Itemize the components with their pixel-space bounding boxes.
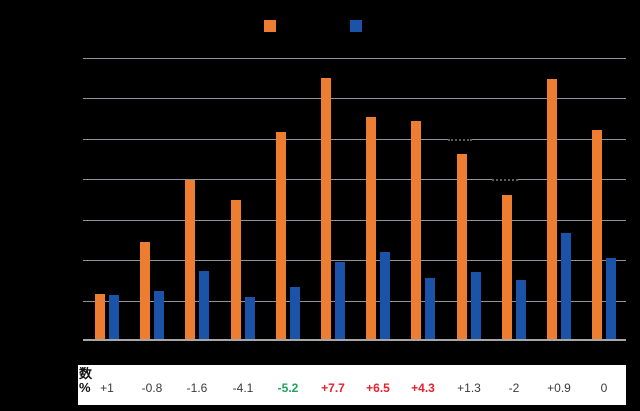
x-axis-line: [83, 339, 626, 341]
hidden-label-remnant: [492, 175, 518, 185]
table-cell-3: -1.6: [186, 381, 208, 395]
bar-blue-1: [109, 295, 119, 339]
legend-swatch-blue-icon: [350, 20, 362, 32]
table-cell-4: -4.1: [232, 381, 254, 395]
bar-blue-11: [561, 233, 571, 339]
bar-orange-3: [185, 180, 196, 339]
bar-blue-3: [199, 271, 210, 339]
table-cell-1: +1: [100, 381, 114, 395]
bar-orange-8: [411, 121, 422, 339]
bar-orange-12: [592, 130, 603, 339]
gridline: [83, 220, 626, 221]
bar-orange-4: [230, 200, 241, 339]
bar-blue-2: [154, 291, 165, 339]
table-cell-12: 0: [600, 381, 608, 395]
bar-orange-10: [501, 195, 512, 339]
gridline: [83, 98, 626, 99]
table-row-header-line2: %: [79, 380, 91, 395]
bar-orange-7: [366, 117, 377, 339]
data-table-strip: 数 % +1 -0.8 -1.6 -4.1 -5.2 +7.7 +6.5 +4.3 +1.3 -2…: [78, 365, 626, 405]
bar-orange-2: [140, 242, 151, 339]
gridline: [83, 260, 626, 261]
hidden-label-remnant: [448, 135, 472, 145]
bar-blue-5: [289, 287, 300, 339]
bar-blue-12: [606, 258, 617, 339]
table-cell-6: +7.7: [321, 381, 345, 395]
table-cell-10: -2: [508, 381, 520, 395]
bar-blue-10: [515, 280, 526, 339]
bar-orange-9: [456, 154, 467, 339]
bar-blue-6: [335, 262, 345, 339]
plot-area: [83, 58, 626, 341]
gridline: [83, 179, 626, 180]
gridline: [83, 139, 626, 140]
table-row-header-line1: 数: [79, 367, 93, 381]
table-cell-8: +4.3: [411, 381, 435, 395]
bar-orange-1: [95, 294, 105, 339]
bar-orange-11: [547, 79, 557, 339]
bar-orange-6: [321, 78, 331, 339]
table-cell-9: +1.3: [457, 381, 481, 395]
bar-blue-4: [244, 297, 255, 339]
bar-orange-5: [275, 132, 286, 339]
gridline: [83, 58, 626, 59]
bar-blue-9: [470, 272, 481, 339]
legend-swatch-orange-icon: [264, 20, 276, 32]
table-cell-11: +0.9: [547, 381, 571, 395]
bar-blue-8: [425, 278, 436, 339]
bar-blue-7: [380, 252, 391, 339]
table-cell-2: -0.8: [141, 381, 163, 395]
gridline: [83, 301, 626, 302]
table-row-header: 数 %: [79, 367, 99, 395]
table-cell-7: +6.5: [366, 381, 390, 395]
table-cell-5: -5.2: [277, 381, 299, 395]
